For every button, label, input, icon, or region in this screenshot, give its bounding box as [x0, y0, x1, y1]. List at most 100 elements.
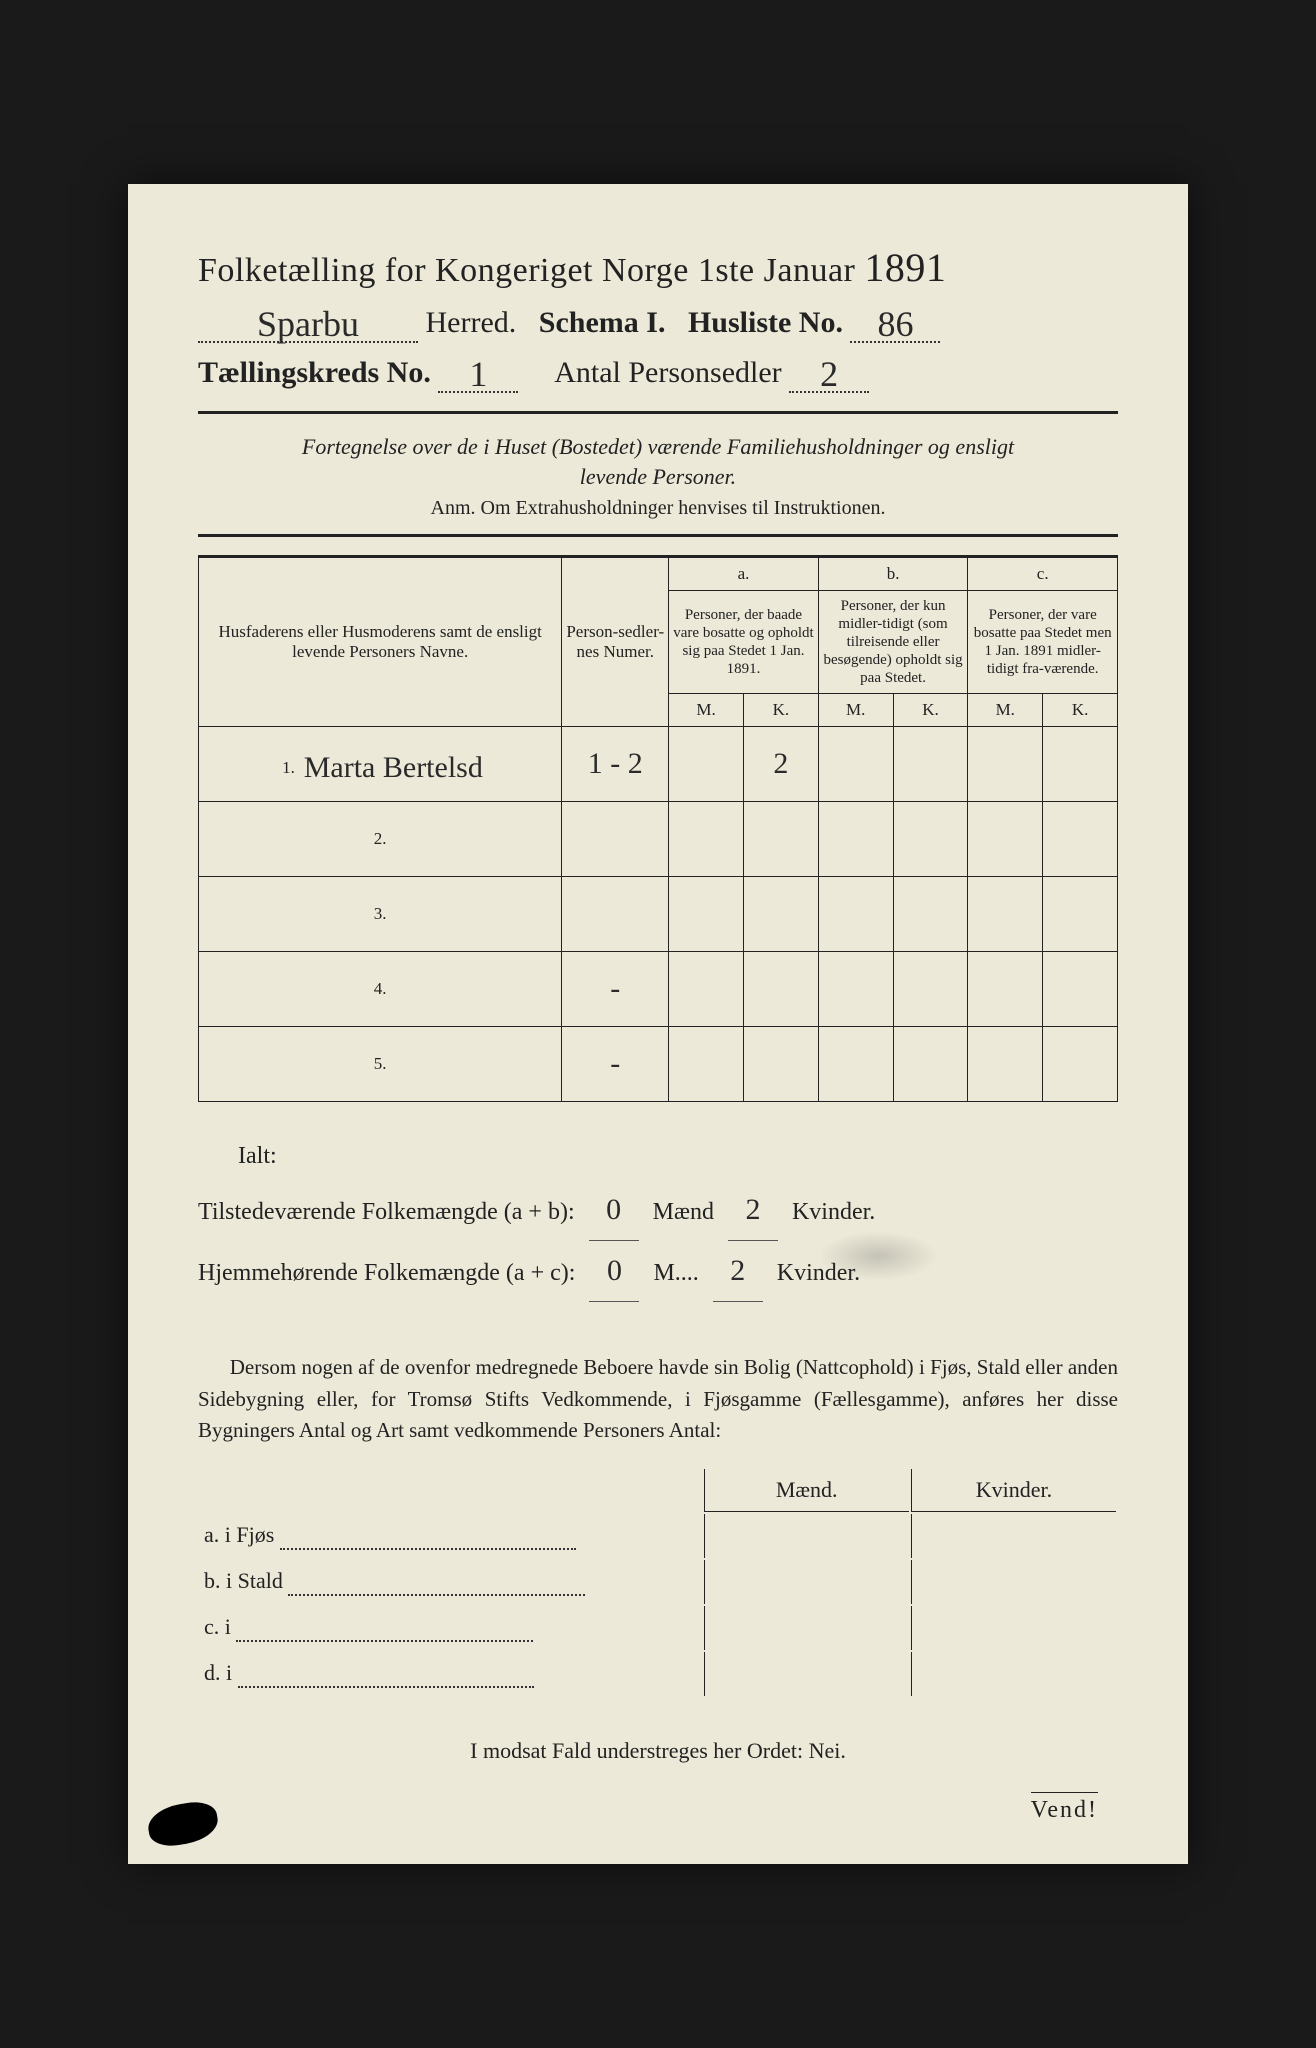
subtable-label: d. i [204, 1660, 238, 1685]
row-name-cell: 3. [199, 877, 562, 952]
row-name-handwritten: Marta Bertelsd [304, 751, 483, 785]
row-index: 2. [369, 829, 391, 849]
row-cell-bK [893, 802, 968, 877]
page-background: Folketælling for Kongeriget Norge 1ste J… [0, 0, 1316, 2048]
antal-handwritten: 2 [820, 353, 838, 395]
subtable-kvinder-cell [911, 1560, 1116, 1604]
ialt-block: Ialt: Tilstedeværende Folkemængde (a + b… [198, 1132, 1118, 1302]
ialt-line2-label: Hjemmehørende Folkemængde (a + c): [198, 1249, 575, 1297]
row-cell-bK [893, 952, 968, 1027]
subtable-maend-cell [704, 1606, 909, 1650]
ialt-line1-k: 2 [745, 1193, 760, 1226]
row-cell-num: - [562, 952, 669, 1027]
row-cell-bM [818, 877, 893, 952]
dwelling-subtable: Mænd. Kvinder. a. i Fjøs b. i Stald c. i… [198, 1467, 1118, 1698]
row-cell-cM [968, 1027, 1043, 1102]
subtable-kvinder-cell [911, 1606, 1116, 1650]
dotted-fill [280, 1522, 576, 1550]
cell-handwritten: - [610, 1047, 620, 1080]
row-index: 3. [369, 904, 391, 924]
row-cell-num: 1 - 2 [562, 727, 669, 802]
row-cell-cK [1043, 877, 1118, 952]
row-name-cell: 5. [199, 1027, 562, 1102]
smudge-mark [818, 1231, 938, 1281]
row-index: 4. [369, 979, 391, 999]
dwelling-paragraph: Dersom nogen af de ovenfor medregnede Be… [198, 1352, 1118, 1447]
col-b-m: M. [818, 694, 893, 727]
row-cell-cM [968, 802, 1043, 877]
antal-label: Antal Personsedler [554, 356, 781, 389]
title-year: 1891 [864, 245, 946, 290]
dotted-fill [288, 1568, 584, 1596]
ialt-line2-k: 2 [730, 1254, 745, 1287]
row-cell-cK [1043, 1027, 1118, 1102]
row-cell-bM [818, 802, 893, 877]
ialt-line2-m-label: M.... [653, 1260, 698, 1286]
row-cell-bK [893, 1027, 968, 1102]
subtable-label: b. i Stald [204, 1568, 288, 1593]
italic-line2: levende Personer. [580, 464, 736, 489]
sub-kvinder-header: Kvinder. [911, 1469, 1116, 1512]
row-cell-bM [818, 727, 893, 802]
subtable-row: d. i [200, 1652, 1116, 1696]
row-cell-bM [818, 1027, 893, 1102]
italic-line1: Fortegnelse over de i Huset (Bostedet) v… [302, 434, 1014, 459]
ialt-line1-k-label: Kvinder. [792, 1199, 875, 1225]
table-row: 1. Marta Bertelsd1 - 22 [199, 727, 1118, 802]
row-cell-aM [669, 802, 744, 877]
rule-1 [198, 411, 1118, 414]
row-cell-aK [743, 952, 818, 1027]
row-name-cell: 4. [199, 952, 562, 1027]
table-row: 3. [199, 877, 1118, 952]
row-cell-bM [818, 952, 893, 1027]
subtable-label-cell: d. i [200, 1652, 702, 1696]
subtable-label: c. i [204, 1614, 236, 1639]
row-cell-num [562, 877, 669, 952]
sub-maend-header: Mænd. [704, 1469, 909, 1512]
kreds-label: Tællingskreds No. [198, 356, 431, 389]
col-a-header: Personer, der baade vare bosatte og opho… [669, 591, 819, 694]
row-cell-cM [968, 727, 1043, 802]
table-row: 4. - [199, 952, 1118, 1027]
col-a-k: K. [743, 694, 818, 727]
row-cell-cK [1043, 802, 1118, 877]
row-cell-num: - [562, 1027, 669, 1102]
col-b-top: b. [818, 557, 968, 591]
ialt-line2-m: 0 [607, 1254, 622, 1287]
col-b-header: Personer, der kun midler-tidigt (som til… [818, 591, 968, 694]
census-table: Husfaderens eller Husmoderens samt de en… [198, 555, 1118, 1102]
cell-handwritten: 2 [773, 747, 788, 780]
table-row: 2. [199, 802, 1118, 877]
subline-1: Sparbu Herred. Schema I. Husliste No. 86 [198, 299, 1118, 343]
col-c-k: K. [1043, 694, 1118, 727]
col-c-top: c. [968, 557, 1118, 591]
anm-note: Anm. Om Extrahusholdninger henvises til … [198, 497, 1118, 520]
cell-handwritten: - [610, 972, 620, 1005]
row-cell-cK [1043, 727, 1118, 802]
rule-2 [198, 534, 1118, 537]
col-c-header: Personer, der vare bosatte paa Stedet me… [968, 591, 1118, 694]
subtable-row: b. i Stald [200, 1560, 1116, 1604]
italic-note: Fortegnelse over de i Huset (Bostedet) v… [198, 432, 1118, 491]
ink-blot [145, 1798, 221, 1850]
ialt-line1-m: 0 [606, 1193, 621, 1226]
ialt-heading: Ialt: [238, 1132, 1118, 1180]
dotted-fill [238, 1660, 534, 1688]
row-cell-aM [669, 952, 744, 1027]
para-text: Dersom nogen af de ovenfor medregnede Be… [198, 1355, 1118, 1442]
subtable-kvinder-cell [911, 1514, 1116, 1558]
row-cell-num [562, 802, 669, 877]
schema-label: Schema I. [539, 306, 666, 339]
census-form-paper: Folketælling for Kongeriget Norge 1ste J… [128, 184, 1188, 1864]
row-cell-aK: 2 [743, 727, 818, 802]
row-cell-bK [893, 727, 968, 802]
title-line: Folketælling for Kongeriget Norge 1ste J… [198, 244, 1118, 291]
col-b-k: K. [893, 694, 968, 727]
ialt-line-1: Tilstedeværende Folkemængde (a + b): 0 M… [198, 1180, 1118, 1241]
row-name-cell: 2. [199, 802, 562, 877]
row-cell-cM [968, 952, 1043, 1027]
row-cell-cK [1043, 952, 1118, 1027]
subtable-maend-cell [704, 1560, 909, 1604]
table-row: 5. - [199, 1027, 1118, 1102]
col-a-top: a. [669, 557, 819, 591]
